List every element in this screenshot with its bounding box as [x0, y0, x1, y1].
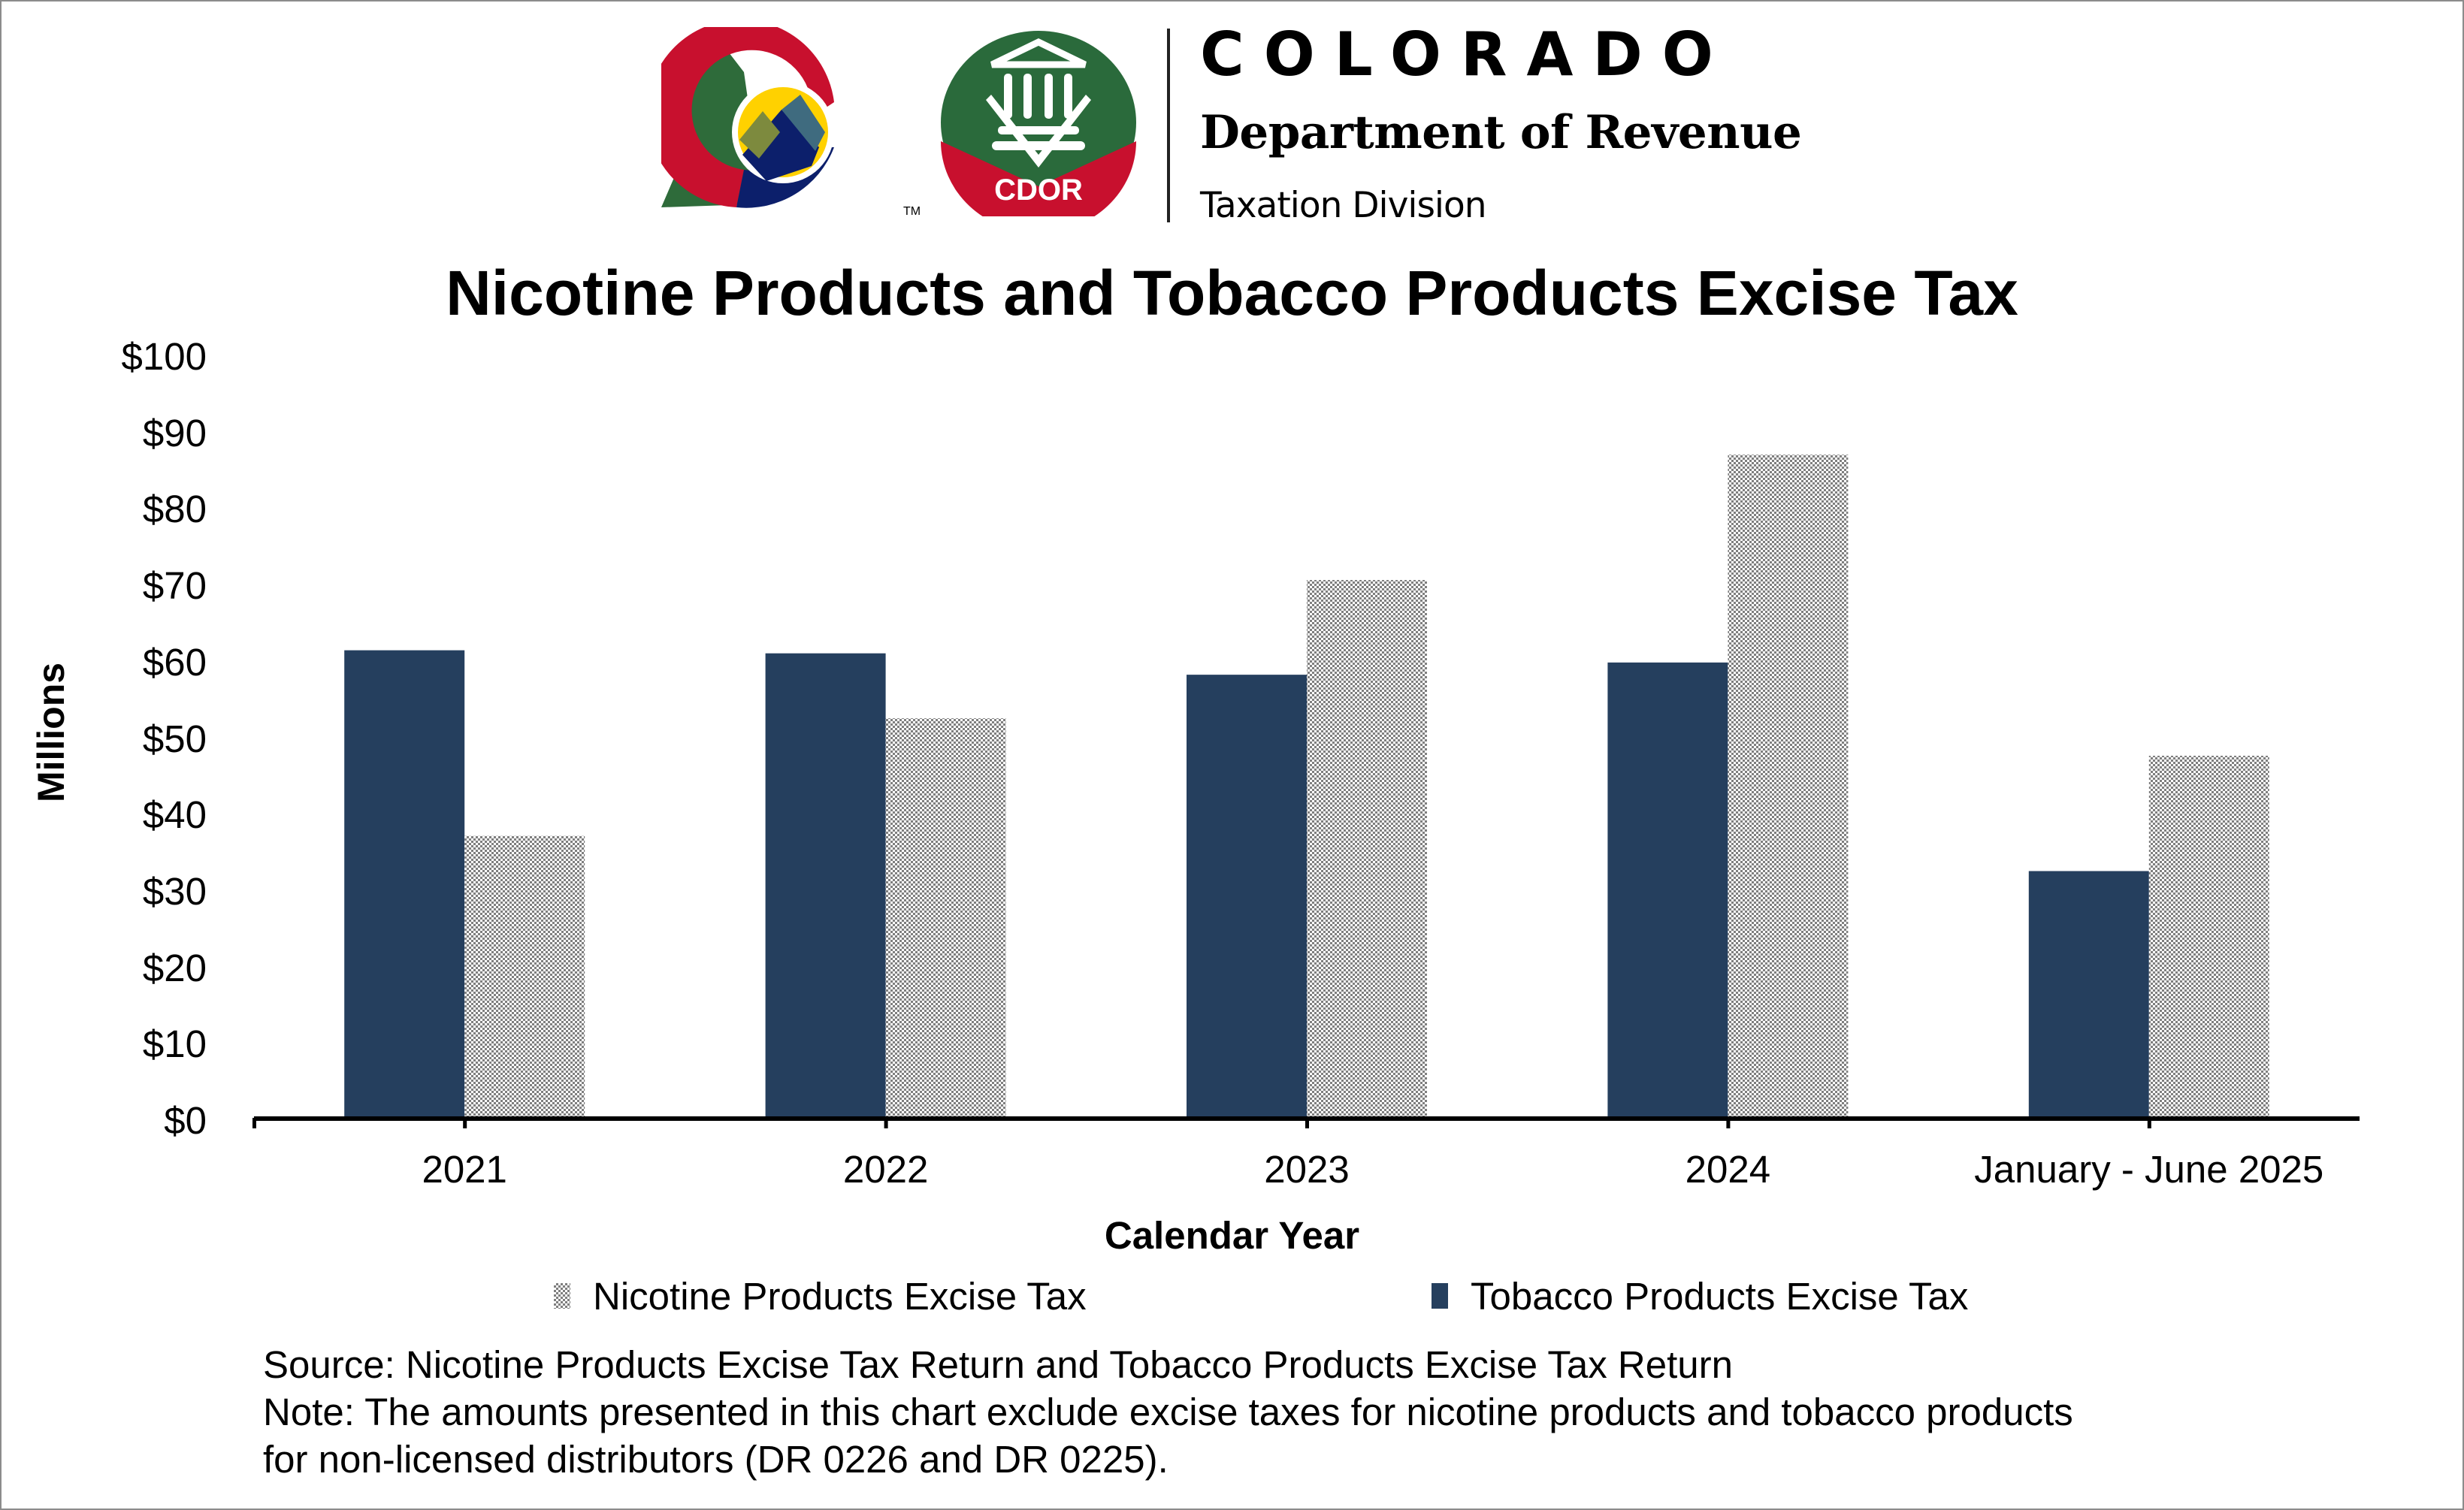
- x-axis-label: Calendar Year: [1104, 1214, 1360, 1257]
- legend-label-tobacco: Tobacco Products Excise Tax: [1471, 1274, 1969, 1318]
- y-tick-label: $30: [142, 869, 207, 913]
- x-axis-tick-mark: [1305, 1118, 1309, 1128]
- x-axis-tick-mark: [2147, 1118, 2151, 1128]
- legend-item-tobacco: Tobacco Products Excise Tax: [1432, 1273, 1968, 1318]
- y-tick-label: $100: [121, 335, 207, 378]
- chart-title: Nicotine Products and Tobacco Products E…: [446, 258, 2018, 328]
- x-axis-tick-mark: [1726, 1118, 1731, 1128]
- cdor-badge: CDOR: [941, 31, 1136, 216]
- legend-swatch-tobacco: [1432, 1283, 1448, 1309]
- source-note: Source: Nicotine Products Excise Tax Ret…: [263, 1343, 1733, 1386]
- y-tick-label: $0: [164, 1099, 207, 1142]
- trademark-mark: TM: [903, 205, 921, 218]
- bar-nicotine-0: [464, 835, 585, 1118]
- x-tick-label: January - June 2025: [1974, 1148, 2324, 1191]
- x-tick-label: 2024: [1685, 1148, 1771, 1191]
- y-tick-label: $50: [142, 717, 207, 760]
- bar-nicotine-2: [1307, 580, 1427, 1118]
- legend-item-nicotine: Nicotine Products Excise Tax: [554, 1273, 1087, 1318]
- division-name: Taxation Division: [1200, 185, 1487, 226]
- y-tick-label: $90: [142, 411, 207, 455]
- bars-group: [344, 455, 2269, 1118]
- x-axis-tick-mark: [463, 1118, 467, 1128]
- legend-label-nicotine: Nicotine Products Excise Tax: [593, 1274, 1087, 1318]
- bar-tobacco-2: [1187, 675, 1307, 1118]
- y-tick-label: $10: [142, 1022, 207, 1066]
- footer-notes: Source: Nicotine Products Excise Tax Ret…: [263, 1341, 2073, 1483]
- x-tick-label: 2021: [422, 1148, 507, 1191]
- bar-tobacco-0: [344, 650, 465, 1118]
- header-divider: [1167, 29, 1170, 222]
- y-tick-label: $40: [142, 793, 207, 837]
- bar-tobacco-1: [765, 653, 886, 1118]
- exclusion-note-line-1: Note: The amounts presented in this char…: [263, 1391, 2073, 1433]
- x-tick-label: 2022: [842, 1148, 929, 1191]
- x-axis-tick-mark: [884, 1118, 888, 1128]
- y-tick-label: $80: [142, 488, 207, 531]
- bar-tobacco-3: [1607, 662, 1728, 1118]
- exclusion-note-line-2: for non-licensed distributors (DR 0226 a…: [263, 1438, 1169, 1481]
- y-tick-label: $60: [142, 640, 207, 684]
- brand-name: COLORADO: [1200, 20, 1733, 89]
- y-tick-label: $20: [142, 946, 207, 989]
- bar-nicotine-1: [885, 718, 1006, 1118]
- department-name: Department of Revenue: [1200, 106, 1802, 159]
- badge-label: CDOR: [994, 174, 1083, 207]
- y-tick-label: $70: [142, 564, 207, 608]
- legend-swatch-nicotine: [554, 1283, 570, 1309]
- building-icon: [986, 38, 1091, 168]
- x-axis-tick-mark: [252, 1118, 256, 1128]
- bar-nicotine-4: [2148, 755, 2269, 1118]
- bar-nicotine-3: [1728, 455, 1849, 1118]
- bar-tobacco-4: [2028, 871, 2149, 1118]
- colorado-logo: TM: [661, 27, 921, 218]
- x-axis: [252, 1116, 2360, 1128]
- colorado-c-icon: [661, 27, 834, 208]
- x-tick-label: 2023: [1264, 1148, 1350, 1191]
